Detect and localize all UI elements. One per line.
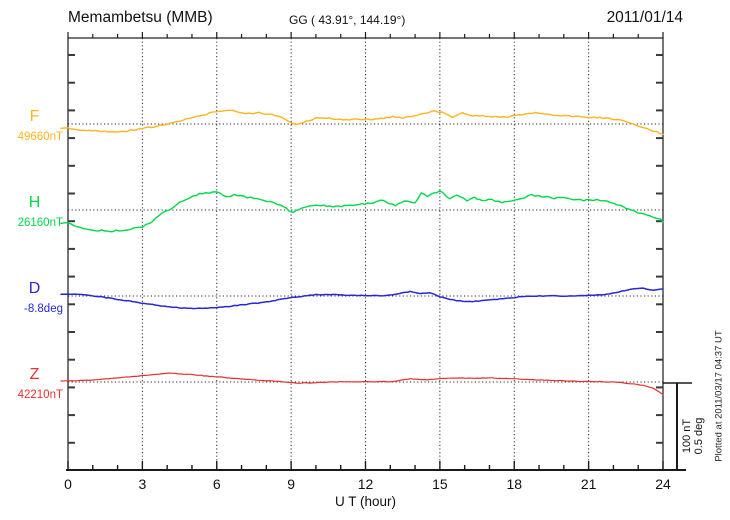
scale-bar-label: 100 nT 0.5 deg bbox=[681, 418, 705, 455]
channel-d-baseline-value: -8.8deg bbox=[23, 303, 63, 315]
x-tick-label: 3 bbox=[138, 476, 147, 492]
trace-F bbox=[60, 109, 664, 136]
channel-f-name: F bbox=[29, 108, 40, 125]
trace-D bbox=[60, 287, 664, 310]
x-tick-label: 21 bbox=[580, 476, 597, 492]
channel-z-name: Z bbox=[29, 366, 40, 383]
plotted-at-note: Plotted at 2011/03/17 04:37 UT bbox=[713, 330, 725, 462]
station-title: Memambetsu (MMB) bbox=[68, 9, 213, 26]
channel-h-label: H 26160nT bbox=[6, 195, 63, 230]
x-axis-title: U T (hour) bbox=[334, 494, 397, 509]
x-tick-label: 6 bbox=[212, 476, 221, 492]
channel-f-label: F 49660nT bbox=[6, 109, 63, 144]
channel-h-name: H bbox=[28, 194, 41, 211]
channel-d-name: D bbox=[28, 280, 41, 297]
channel-f-baseline-value: 49660nT bbox=[17, 131, 63, 143]
geographic-coords: GG ( 43.91°, 144.19°) bbox=[289, 13, 406, 27]
scale-bar-nt-label: 100 nT bbox=[681, 418, 693, 454]
channel-h-baseline-value: 26160nT bbox=[17, 217, 63, 229]
x-tick-label: 24 bbox=[655, 476, 671, 492]
x-tick-label: 15 bbox=[432, 476, 448, 492]
channel-z-label: Z 42210nT bbox=[6, 367, 63, 402]
x-tick-label: 18 bbox=[506, 476, 523, 492]
channel-z-baseline-value: 42210nT bbox=[17, 389, 63, 401]
trace-Z bbox=[60, 372, 664, 396]
plot-date: 2011/01/14 bbox=[606, 9, 683, 26]
x-tick-label: 0 bbox=[64, 476, 72, 492]
scale-bar-deg-label: 0.5 deg bbox=[693, 417, 705, 455]
trace-H bbox=[60, 190, 664, 233]
x-tick-label: 9 bbox=[287, 476, 296, 492]
x-tick-label: 12 bbox=[357, 476, 374, 492]
channel-d-label: D -8.8deg bbox=[6, 281, 63, 316]
